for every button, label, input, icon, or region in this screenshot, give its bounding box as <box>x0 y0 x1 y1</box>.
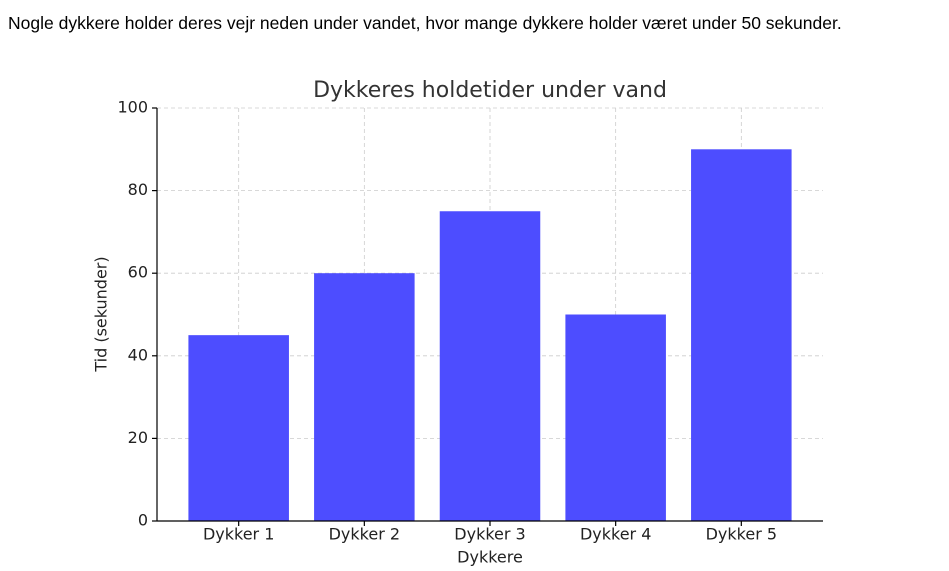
y-axis-label: Tid (sekunder) <box>92 256 111 372</box>
x-tick-label: Dykker 4 <box>580 525 651 544</box>
y-tick-label: 80 <box>128 180 148 199</box>
bar <box>188 335 289 521</box>
y-tick-label: 0 <box>138 511 148 530</box>
x-tick-label: Dykker 3 <box>454 525 525 544</box>
bar <box>565 314 666 521</box>
y-tick-label: 40 <box>128 345 148 364</box>
x-tick-label: Dykker 2 <box>329 525 400 544</box>
bar <box>691 149 792 522</box>
y-tick-label: 100 <box>117 98 148 117</box>
y-tick-label: 60 <box>128 263 148 282</box>
x-axis-label: Dykkere <box>457 548 523 567</box>
bar <box>314 273 415 521</box>
question-text: Nogle dykkere holder deres vejr neden un… <box>8 13 842 33</box>
y-tick-label: 20 <box>128 428 148 447</box>
x-tick-label: Dykker 1 <box>203 525 274 544</box>
bar <box>439 211 541 521</box>
x-tick-label: Dykker 5 <box>706 525 777 544</box>
chart-title: Dykkeres holdetider under vand <box>313 78 667 103</box>
